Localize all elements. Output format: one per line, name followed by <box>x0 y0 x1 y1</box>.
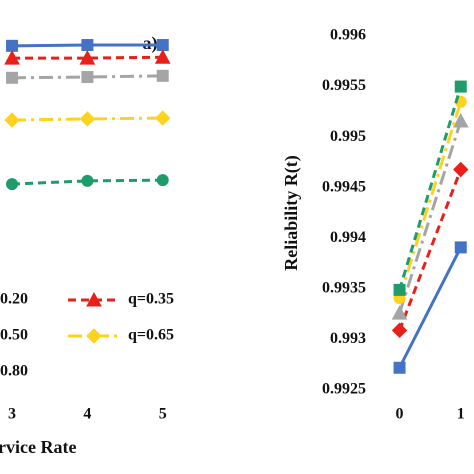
marker <box>6 39 19 52</box>
series-line <box>398 168 463 331</box>
y-tick-label: 0.9935 <box>322 280 366 297</box>
marker <box>81 71 94 84</box>
marker <box>393 283 406 296</box>
y-tick-label: 0.996 <box>330 27 366 44</box>
marker <box>391 322 408 339</box>
series-line <box>398 120 463 314</box>
series-line <box>398 246 463 369</box>
marker <box>81 39 94 52</box>
y-axis-label: Reliability R(t) <box>281 155 302 270</box>
marker <box>6 71 19 84</box>
marker <box>156 39 169 52</box>
legend-label: 0.80 <box>0 363 28 380</box>
marker <box>79 50 96 65</box>
marker <box>454 241 467 254</box>
y-tick-label: 0.994 <box>330 229 366 246</box>
x-tick-label: 4 <box>83 406 91 423</box>
y-tick-label: 0.9955 <box>322 77 366 94</box>
marker <box>4 50 20 65</box>
x-tick-label: 3 <box>8 406 16 423</box>
marker <box>391 305 408 320</box>
marker <box>156 69 169 82</box>
marker <box>154 49 171 64</box>
marker <box>454 80 467 93</box>
series-line <box>398 86 463 291</box>
y-tick-label: 0.995 <box>330 128 366 145</box>
x-axis-label: rvice Rate <box>0 437 76 457</box>
marker <box>453 161 469 178</box>
x-tick-label: 0 <box>396 406 404 423</box>
y-tick-label: 0.9925 <box>322 381 366 398</box>
y-tick-label: 0.9945 <box>322 178 366 195</box>
y-tick-label: 0.993 <box>330 330 366 347</box>
legend-label: 0.50 <box>0 327 28 344</box>
legend-label: q=0.65 <box>128 327 174 344</box>
marker <box>452 112 469 128</box>
marker <box>81 174 94 187</box>
series-line <box>398 101 463 299</box>
legend-marker <box>86 291 102 307</box>
legend-label: q=0.35 <box>128 291 174 308</box>
marker <box>4 112 20 128</box>
x-tick-label: 5 <box>159 406 167 423</box>
marker <box>79 111 96 127</box>
marker <box>6 178 19 191</box>
marker <box>156 174 169 187</box>
legend-marker <box>86 328 102 344</box>
marker <box>155 110 171 126</box>
legend-label: 0.20 <box>0 291 28 308</box>
marker <box>393 361 406 374</box>
x-tick-label: 1 <box>457 406 465 423</box>
